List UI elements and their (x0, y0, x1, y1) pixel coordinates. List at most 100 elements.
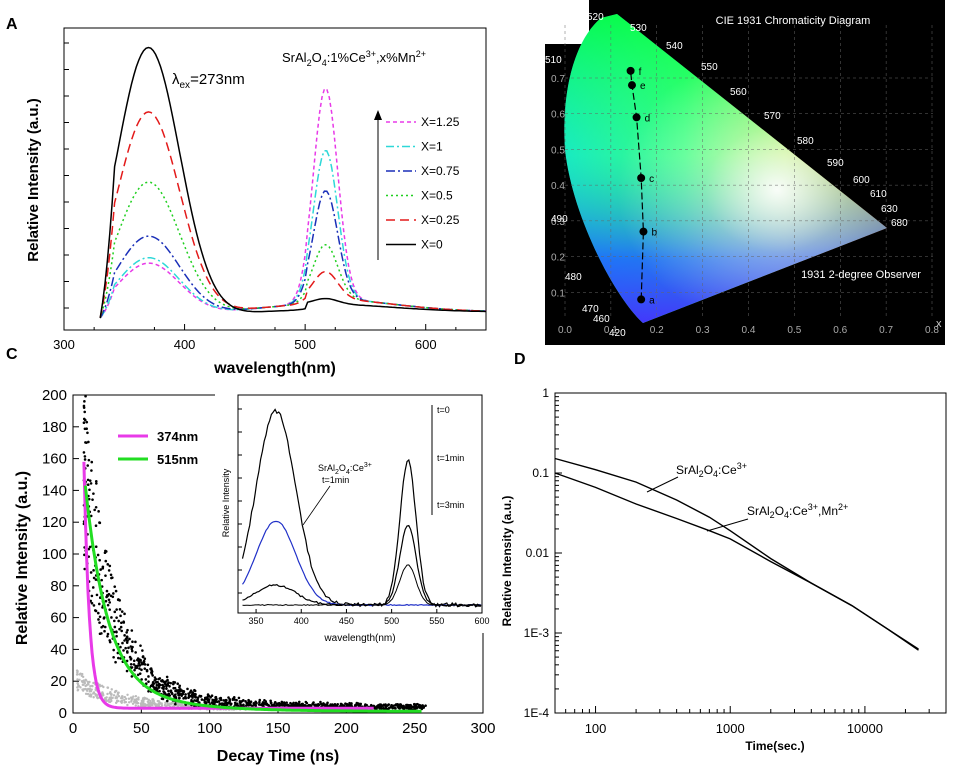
legend-label: X=1 (421, 140, 443, 154)
cie-point (639, 227, 648, 236)
inset-x-tick-label: 600 (474, 616, 489, 626)
x-tick-label: 250 (402, 720, 427, 737)
x-tick-label: 0.5 (787, 325, 801, 336)
y-axis-label: Relative Intensity (a.u.) (500, 496, 514, 627)
chart-a: 300 400 500 600 Relative Intensity (a.u.) w… (25, 27, 487, 377)
wavelength-label: 600 (853, 175, 870, 186)
y-tick-label: 0.6 (551, 110, 565, 121)
y-tick-label: 200 (42, 387, 67, 404)
inset-time-label: t=0 (437, 405, 450, 415)
x-axis-label: x (936, 318, 942, 330)
y-tick-label: 0.5 (551, 145, 565, 156)
cie-point-label: d (645, 113, 651, 124)
inset-chart: 350 400 450 500 550 600 Relative Intensity wa… (215, 393, 490, 644)
panel-label-d: D (514, 351, 526, 368)
legend-label: X=1.25 (421, 115, 460, 129)
wavelength-label: 490 (551, 214, 568, 225)
x-tick-label: 100 (197, 720, 222, 737)
cie-title: CIE 1931 Chromaticity Diagram (716, 15, 871, 27)
wavelength-label: 570 (764, 111, 781, 122)
y-tick-label: 0.3 (551, 217, 565, 228)
legend-label: X=0.25 (421, 213, 460, 227)
x-tick-label: 0.1 (604, 325, 618, 336)
fit-curve-515nm (83, 485, 422, 713)
y-axis-label: Relative Intensity (a.u.) (14, 471, 31, 645)
legend-label: X=0.75 (421, 164, 460, 178)
y-tick-label: 140 (42, 482, 67, 499)
inset-frame (237, 394, 483, 614)
inset-x-tick-label: 500 (384, 616, 399, 626)
y-tick-label: 160 (42, 451, 67, 468)
cie-point (637, 295, 646, 304)
cie-point-label: c (649, 174, 654, 185)
x-tick-label: 50 (133, 720, 150, 737)
cie-point-label: b (651, 228, 657, 239)
y-tick-label: 60 (50, 610, 67, 627)
cie-point (632, 113, 641, 122)
x-axis-label: Time(sec.) (745, 739, 804, 753)
x-axis-label: Decay Time (ns) (217, 748, 339, 765)
series-line (99, 150, 487, 319)
inset-time-annotation: t=1min (322, 475, 349, 485)
trend-arrowhead (374, 110, 382, 120)
y-tick-label: 0.1 (551, 288, 565, 299)
legend-label: 374nm (157, 429, 198, 444)
inset-x-tick-label: 450 (339, 616, 354, 626)
plot-frame (554, 392, 947, 714)
wavelength-label: 630 (881, 204, 898, 215)
cie-point (626, 66, 635, 75)
y-tick-label: 0.4 (551, 181, 565, 192)
inset-x-tick-label: 350 (249, 616, 264, 626)
inset-time-label: t=3min (437, 500, 464, 510)
excitation-annotation: λex=273nm (172, 71, 245, 91)
legend-label: X=0 (421, 238, 443, 252)
cie-point-label: f (639, 67, 642, 78)
x-tick-label: 10000 (847, 721, 883, 736)
x-tick-label: 500 (294, 337, 316, 352)
legend-label: 515nm (157, 452, 198, 467)
x-tick-label: 1000 (716, 721, 745, 736)
decay-curve-ce-mn (554, 472, 919, 651)
legend-label: X=0.5 (421, 189, 453, 203)
x-tick-label: 0.6 (833, 325, 847, 336)
x-tick-label: 0 (69, 720, 77, 737)
inset-x-label: wavelength(nm) (323, 633, 395, 644)
y-tick-label: 1E-4 (524, 706, 550, 720)
inset-x-tick-label: 550 (429, 616, 444, 626)
inset-time-label: t=1min (437, 453, 464, 463)
series-label-ce: SrAl2O4:Ce3+ (676, 461, 747, 479)
wavelength-label: 680 (891, 218, 908, 229)
x-tick-label: 200 (334, 720, 359, 737)
cie-point-label: e (640, 81, 646, 92)
x-tick-label: 0.7 (879, 325, 893, 336)
x-tick-label: 400 (174, 337, 196, 352)
wavelength-label: 470 (582, 304, 599, 315)
decay-curve-ce (554, 457, 919, 650)
y-tick-label: 80 (50, 578, 67, 595)
wavelength-label: 530 (630, 23, 647, 34)
chart-b: 0.0 0.1 0.2 0.3 0.4 0.5 0.6 0.7 0.8 0.1 0.2 0.3 0.4 0… (545, 0, 945, 345)
wavelength-label: 550 (701, 62, 718, 73)
series-line (99, 190, 487, 319)
x-tick-label: 0.3 (696, 325, 710, 336)
x-tick-label: 0.4 (742, 325, 756, 336)
sample-annotation: SrAl2O4:1%Ce3+,x%Mn2+ (282, 49, 426, 68)
wavelength-label: 540 (666, 41, 683, 52)
y-tick-label: 1 (542, 386, 549, 400)
wavelength-label: 480 (565, 272, 582, 283)
y-tick-label: 180 (42, 419, 67, 436)
wavelength-label: 460 (593, 314, 610, 325)
wavelength-label: 610 (870, 189, 887, 200)
x-tick-label: 300 (53, 337, 75, 352)
wavelength-label: 580 (797, 136, 814, 147)
inset-curve-base (242, 564, 482, 607)
series-line (99, 46, 487, 319)
panel-label-a: A (6, 16, 18, 33)
x-tick-label: 100 (585, 721, 607, 736)
chart-c: 0 50 100 150 200 250 300 0 20 40 60 80 100 120 140 160 1… (14, 387, 496, 765)
chart-d: 1 0.1 0.01 1E-3 1E-4 100 1000 10000 SrAl2O4:Ce3… (500, 386, 947, 753)
wavelength-label: 520 (587, 12, 604, 23)
series-line (99, 111, 487, 319)
wavelength-label: 510 (545, 55, 562, 66)
series-label-ce-mn: SrAl2O4:Ce3+,Mn2+ (747, 502, 848, 520)
